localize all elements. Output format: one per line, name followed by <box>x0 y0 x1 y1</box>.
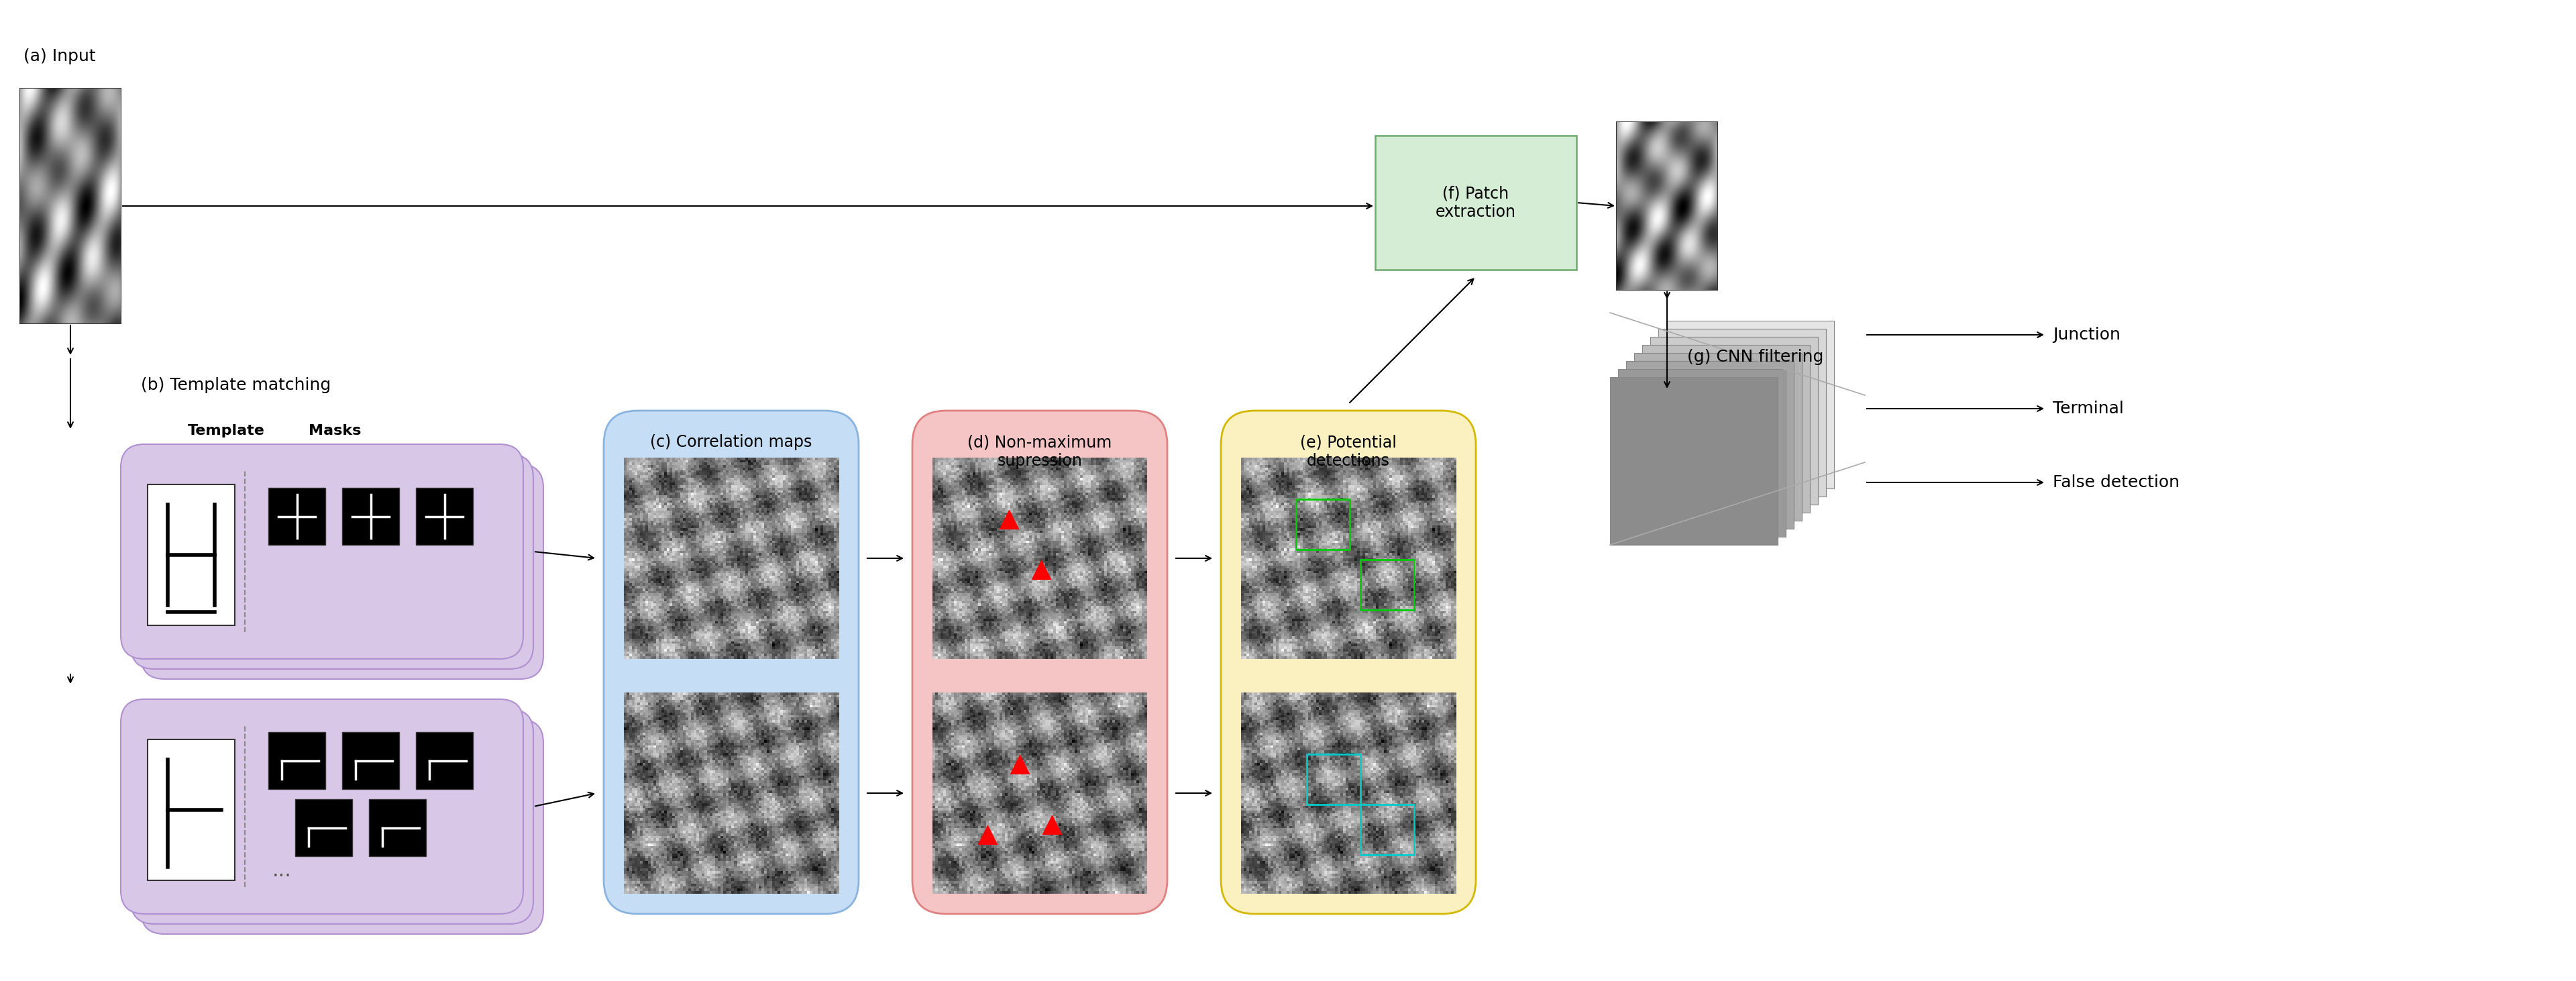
FancyBboxPatch shape <box>1376 135 1577 270</box>
FancyBboxPatch shape <box>1667 321 1834 489</box>
FancyBboxPatch shape <box>1618 369 1785 537</box>
FancyBboxPatch shape <box>343 733 399 790</box>
Text: Template: Template <box>188 424 265 438</box>
Text: Masks: Masks <box>309 424 361 438</box>
FancyBboxPatch shape <box>368 800 425 856</box>
FancyBboxPatch shape <box>142 719 544 934</box>
FancyBboxPatch shape <box>1610 377 1777 544</box>
FancyBboxPatch shape <box>415 733 474 790</box>
Text: (d) Non-maximum
supression: (d) Non-maximum supression <box>969 435 1113 469</box>
FancyBboxPatch shape <box>415 488 474 544</box>
Text: (g) CNN filtering: (g) CNN filtering <box>1687 349 1824 365</box>
Text: (b) Template matching: (b) Template matching <box>142 377 330 393</box>
FancyBboxPatch shape <box>1643 345 1811 513</box>
Text: (c) Correlation maps: (c) Correlation maps <box>649 435 811 450</box>
FancyBboxPatch shape <box>131 454 533 669</box>
FancyBboxPatch shape <box>1625 361 1793 529</box>
FancyBboxPatch shape <box>131 709 533 924</box>
FancyBboxPatch shape <box>603 411 858 914</box>
Text: False detection: False detection <box>2053 475 2179 490</box>
Text: Junction: Junction <box>2053 327 2120 343</box>
FancyBboxPatch shape <box>121 444 523 659</box>
FancyBboxPatch shape <box>142 464 544 679</box>
FancyBboxPatch shape <box>1633 353 1801 521</box>
FancyBboxPatch shape <box>121 699 523 914</box>
FancyBboxPatch shape <box>912 411 1167 914</box>
Text: ...: ... <box>273 861 291 881</box>
FancyBboxPatch shape <box>296 800 353 856</box>
FancyBboxPatch shape <box>268 488 325 544</box>
FancyBboxPatch shape <box>268 733 325 790</box>
FancyBboxPatch shape <box>1651 336 1819 504</box>
Text: Terminal: Terminal <box>2053 400 2123 417</box>
FancyBboxPatch shape <box>1221 411 1476 914</box>
Text: (f) Patch
extraction: (f) Patch extraction <box>1435 185 1517 220</box>
Text: (a) Input: (a) Input <box>23 48 95 65</box>
FancyBboxPatch shape <box>147 485 234 625</box>
Text: (e) Potential
detections: (e) Potential detections <box>1301 435 1396 469</box>
FancyBboxPatch shape <box>147 740 234 880</box>
FancyBboxPatch shape <box>1659 329 1826 496</box>
FancyBboxPatch shape <box>343 488 399 544</box>
